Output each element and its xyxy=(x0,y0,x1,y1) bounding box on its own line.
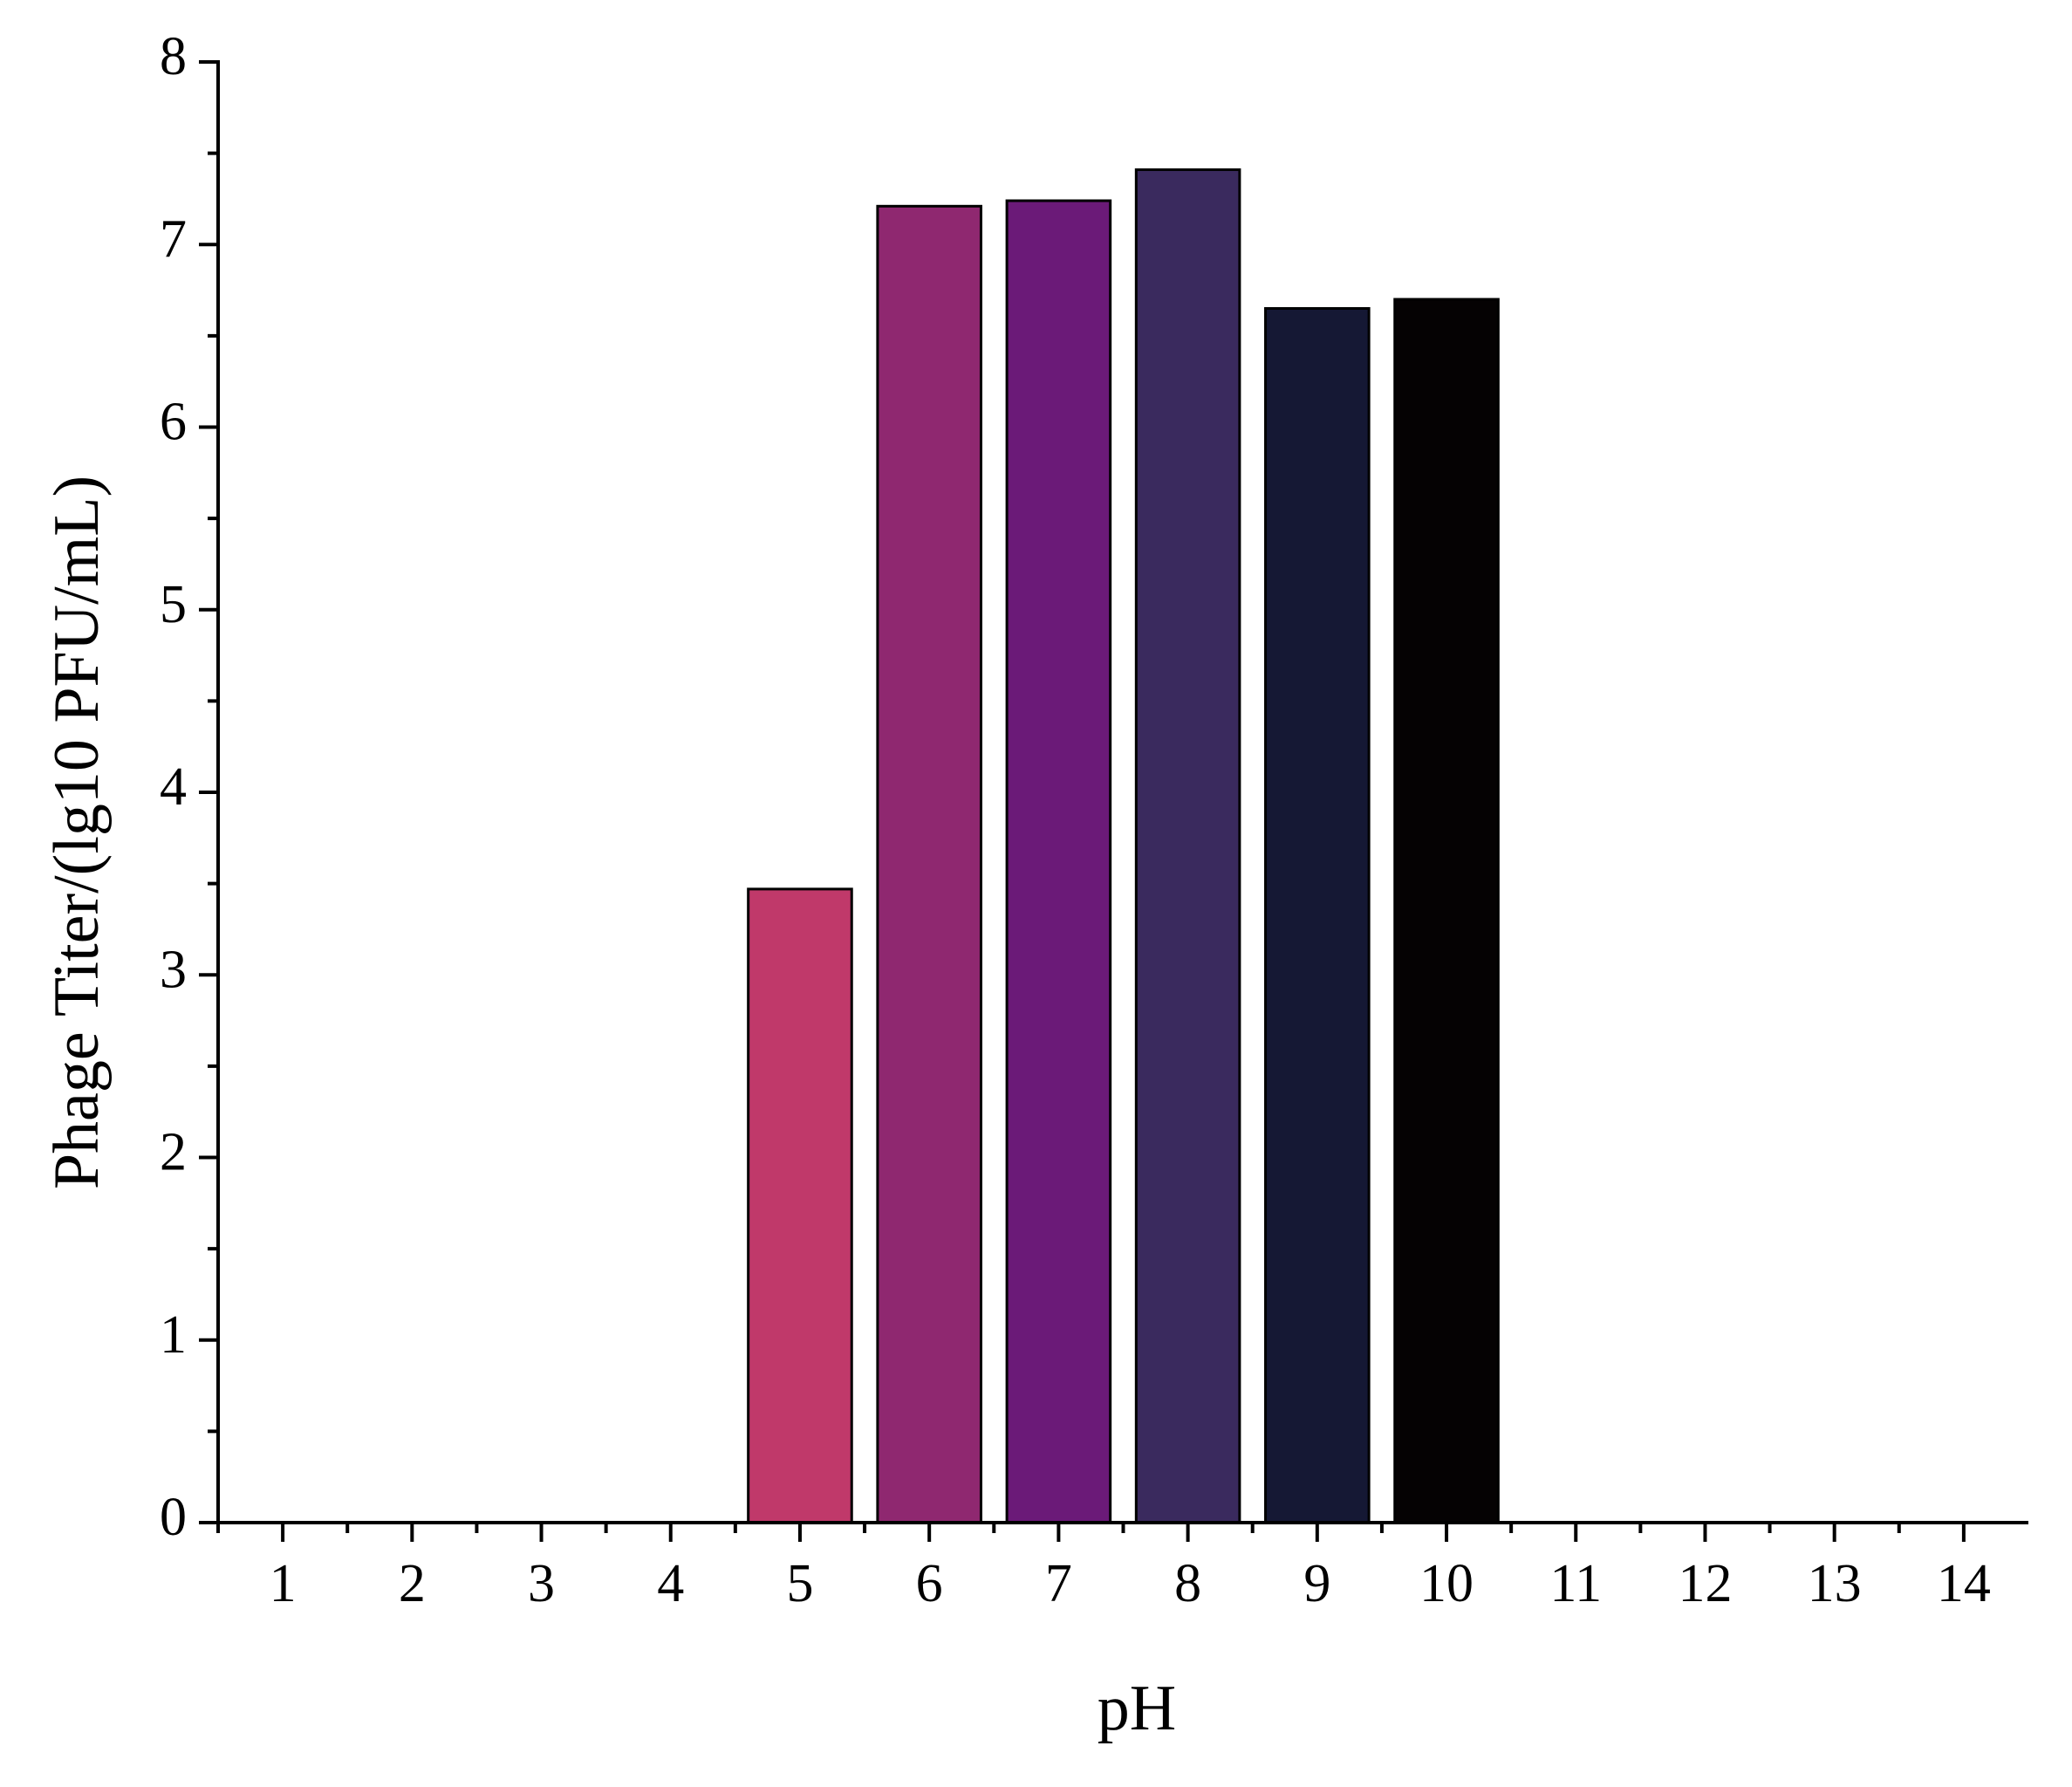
x-tick-label: 2 xyxy=(399,1554,426,1613)
x-tick-label: 6 xyxy=(916,1554,943,1613)
bar xyxy=(1005,199,1112,1524)
x-tick-label: 10 xyxy=(1419,1554,1474,1613)
bar xyxy=(1134,168,1241,1524)
x-tick-label: 5 xyxy=(786,1554,813,1613)
y-tick-label: 7 xyxy=(160,209,187,269)
x-tick-label: 14 xyxy=(1937,1554,1991,1613)
y-tick-label: 6 xyxy=(160,393,187,452)
y-tick-label: 0 xyxy=(160,1488,187,1547)
x-tick-label: 1 xyxy=(270,1554,297,1613)
x-tick-label: 3 xyxy=(528,1554,555,1613)
bar xyxy=(747,887,853,1524)
y-tick-label: 5 xyxy=(160,575,187,634)
x-tick-label: 8 xyxy=(1174,1554,1201,1613)
x-tick-label: 12 xyxy=(1678,1554,1732,1613)
y-axis-title: Phage Titer/(lg10 PFU/mL) xyxy=(41,476,113,1189)
x-tick-label: 9 xyxy=(1303,1554,1330,1613)
x-axis-title: pH xyxy=(1098,1673,1176,1744)
bar xyxy=(876,204,982,1524)
y-tick-label: 1 xyxy=(160,1305,187,1365)
x-tick-label: 13 xyxy=(1808,1554,1862,1613)
x-tick-label: 7 xyxy=(1045,1554,1072,1613)
y-tick-label: 2 xyxy=(160,1123,187,1182)
bar xyxy=(1264,306,1371,1524)
y-tick-label: 4 xyxy=(160,757,187,817)
x-tick-label: 11 xyxy=(1549,1554,1602,1613)
y-tick-label: 8 xyxy=(160,27,187,86)
bar xyxy=(1393,298,1500,1524)
x-tick-label: 4 xyxy=(657,1554,684,1613)
y-tick-label: 3 xyxy=(160,940,187,999)
